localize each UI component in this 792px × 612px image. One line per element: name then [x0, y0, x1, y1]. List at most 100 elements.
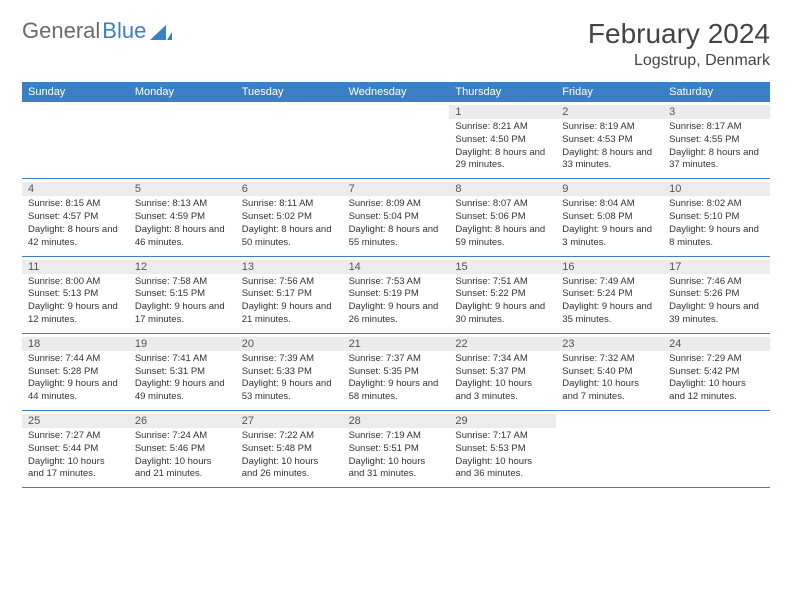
day-info: Sunrise: 8:09 AMSunset: 5:04 PMDaylight:…	[349, 198, 444, 249]
week-row: 1 Sunrise: 8:21 AMSunset: 4:50 PMDaylight…	[22, 102, 770, 179]
day-number: 13	[236, 260, 343, 274]
logo-text-general: General	[22, 18, 100, 44]
day-number: 5	[129, 182, 236, 196]
day-number: 9	[556, 182, 663, 196]
day-info: Sunrise: 7:51 AMSunset: 5:22 PMDaylight:…	[455, 276, 550, 327]
day-cell: 21 Sunrise: 7:37 AMSunset: 5:35 PMDayligh…	[343, 334, 450, 410]
day-info: Sunrise: 8:00 AMSunset: 5:13 PMDaylight:…	[28, 276, 123, 327]
day-cell: 7Sunrise: 8:09 AMSunset: 5:04 PMDaylight…	[343, 179, 450, 255]
day-number: 8	[449, 182, 556, 196]
day-cell: 4Sunrise: 8:15 AMSunset: 4:57 PMDaylight…	[22, 179, 129, 255]
week-row: 11 Sunrise: 8:00 AMSunset: 5:13 PMDayligh…	[22, 257, 770, 334]
week-row: 18 Sunrise: 7:44 AMSunset: 5:28 PMDayligh…	[22, 334, 770, 411]
day-cell: 29 Sunrise: 7:17 AMSunset: 5:53 PMDayligh…	[449, 411, 556, 487]
weekday-header: Thursday	[449, 82, 556, 102]
day-info: Sunrise: 8:02 AMSunset: 5:10 PMDaylight:…	[669, 198, 764, 249]
day-cell: 13 Sunrise: 7:56 AMSunset: 5:17 PMDayligh…	[236, 257, 343, 333]
day-info: Sunrise: 8:17 AMSunset: 4:55 PMDaylight:…	[669, 121, 764, 172]
weeks-container: 1 Sunrise: 8:21 AMSunset: 4:50 PMDaylight…	[22, 102, 770, 488]
day-cell: 11 Sunrise: 8:00 AMSunset: 5:13 PMDayligh…	[22, 257, 129, 333]
day-info: Sunrise: 8:13 AMSunset: 4:59 PMDaylight:…	[135, 198, 230, 249]
day-info: Sunrise: 7:37 AMSunset: 5:35 PMDaylight:…	[349, 353, 444, 404]
day-info: Sunrise: 7:44 AMSunset: 5:28 PMDaylight:…	[28, 353, 123, 404]
day-number: 1	[449, 105, 556, 119]
empty-cell	[129, 102, 236, 178]
day-info: Sunrise: 7:22 AMSunset: 5:48 PMDaylight:…	[242, 430, 337, 481]
day-info: Sunrise: 7:19 AMSunset: 5:51 PMDaylight:…	[349, 430, 444, 481]
empty-cell	[663, 411, 770, 487]
day-number: 12	[129, 260, 236, 274]
day-cell: 3 Sunrise: 8:17 AMSunset: 4:55 PMDaylight…	[663, 102, 770, 178]
day-number: 2	[556, 105, 663, 119]
day-cell: 12 Sunrise: 7:58 AMSunset: 5:15 PMDayligh…	[129, 257, 236, 333]
day-cell: 14 Sunrise: 7:53 AMSunset: 5:19 PMDayligh…	[343, 257, 450, 333]
day-info: Sunrise: 7:29 AMSunset: 5:42 PMDaylight:…	[669, 353, 764, 404]
day-cell: 18 Sunrise: 7:44 AMSunset: 5:28 PMDayligh…	[22, 334, 129, 410]
day-number: 22	[449, 337, 556, 351]
day-cell: 16 Sunrise: 7:49 AMSunset: 5:24 PMDayligh…	[556, 257, 663, 333]
day-cell: 26 Sunrise: 7:24 AMSunset: 5:46 PMDayligh…	[129, 411, 236, 487]
day-cell: 23Sunrise: 7:32 AMSunset: 5:40 PMDayligh…	[556, 334, 663, 410]
day-info: Sunrise: 8:21 AMSunset: 4:50 PMDaylight:…	[455, 121, 550, 172]
day-number: 15	[449, 260, 556, 274]
day-number: 3	[663, 105, 770, 119]
day-info: Sunrise: 7:24 AMSunset: 5:46 PMDaylight:…	[135, 430, 230, 481]
logo-sail-icon	[150, 22, 172, 40]
day-number: 26	[129, 414, 236, 428]
day-cell: 19Sunrise: 7:41 AMSunset: 5:31 PMDayligh…	[129, 334, 236, 410]
day-cell: 8Sunrise: 8:07 AMSunset: 5:06 PMDaylight…	[449, 179, 556, 255]
day-number: 11	[22, 260, 129, 274]
weekday-header: Monday	[129, 82, 236, 102]
day-number: 23	[556, 337, 663, 351]
day-number: 14	[343, 260, 450, 274]
day-info: Sunrise: 7:53 AMSunset: 5:19 PMDaylight:…	[349, 276, 444, 327]
day-number: 17	[663, 260, 770, 274]
day-info: Sunrise: 7:58 AMSunset: 5:15 PMDaylight:…	[135, 276, 230, 327]
logo-text-blue: Blue	[102, 18, 146, 44]
day-number: 21	[343, 337, 450, 351]
weekday-header: Wednesday	[343, 82, 450, 102]
day-number: 28	[343, 414, 450, 428]
day-info: Sunrise: 7:56 AMSunset: 5:17 PMDaylight:…	[242, 276, 337, 327]
day-number: 19	[129, 337, 236, 351]
week-row: 4Sunrise: 8:15 AMSunset: 4:57 PMDaylight…	[22, 179, 770, 256]
day-number: 29	[449, 414, 556, 428]
day-cell: 28 Sunrise: 7:19 AMSunset: 5:51 PMDayligh…	[343, 411, 450, 487]
day-info: Sunrise: 7:27 AMSunset: 5:44 PMDaylight:…	[28, 430, 123, 481]
weekday-header: Tuesday	[236, 82, 343, 102]
day-number: 24	[663, 337, 770, 351]
day-info: Sunrise: 8:11 AMSunset: 5:02 PMDaylight:…	[242, 198, 337, 249]
day-info: Sunrise: 7:39 AMSunset: 5:33 PMDaylight:…	[242, 353, 337, 404]
day-info: Sunrise: 7:34 AMSunset: 5:37 PMDaylight:…	[455, 353, 550, 404]
empty-cell	[343, 102, 450, 178]
day-cell: 20 Sunrise: 7:39 AMSunset: 5:33 PMDayligh…	[236, 334, 343, 410]
day-number: 16	[556, 260, 663, 274]
day-cell: 10 Sunrise: 8:02 AMSunset: 5:10 PMDayligh…	[663, 179, 770, 255]
top-bar: GeneralBlue February 2024 Logstrup, Denm…	[22, 18, 770, 70]
location: Logstrup, Denmark	[588, 52, 770, 70]
day-info: Sunrise: 7:49 AMSunset: 5:24 PMDaylight:…	[562, 276, 657, 327]
day-number: 25	[22, 414, 129, 428]
day-info: Sunrise: 7:17 AMSunset: 5:53 PMDaylight:…	[455, 430, 550, 481]
day-cell: 1 Sunrise: 8:21 AMSunset: 4:50 PMDaylight…	[449, 102, 556, 178]
day-number: 6	[236, 182, 343, 196]
day-number: 18	[22, 337, 129, 351]
day-info: Sunrise: 7:46 AMSunset: 5:26 PMDaylight:…	[669, 276, 764, 327]
weekday-header: Saturday	[663, 82, 770, 102]
empty-cell	[22, 102, 129, 178]
day-cell: 25 Sunrise: 7:27 AMSunset: 5:44 PMDayligh…	[22, 411, 129, 487]
day-info: Sunrise: 8:15 AMSunset: 4:57 PMDaylight:…	[28, 198, 123, 249]
calendar: SundayMondayTuesdayWednesdayThursdayFrid…	[22, 82, 770, 488]
title-block: February 2024 Logstrup, Denmark	[588, 18, 770, 70]
logo: GeneralBlue	[22, 18, 172, 44]
day-cell: 22 Sunrise: 7:34 AMSunset: 5:37 PMDayligh…	[449, 334, 556, 410]
empty-cell	[556, 411, 663, 487]
day-cell: 17 Sunrise: 7:46 AMSunset: 5:26 PMDayligh…	[663, 257, 770, 333]
day-info: Sunrise: 8:04 AMSunset: 5:08 PMDaylight:…	[562, 198, 657, 249]
weekday-header: Sunday	[22, 82, 129, 102]
week-row: 25 Sunrise: 7:27 AMSunset: 5:44 PMDayligh…	[22, 411, 770, 488]
day-number: 20	[236, 337, 343, 351]
day-cell: 9 Sunrise: 8:04 AMSunset: 5:08 PMDaylight…	[556, 179, 663, 255]
day-number: 27	[236, 414, 343, 428]
day-number: 10	[663, 182, 770, 196]
